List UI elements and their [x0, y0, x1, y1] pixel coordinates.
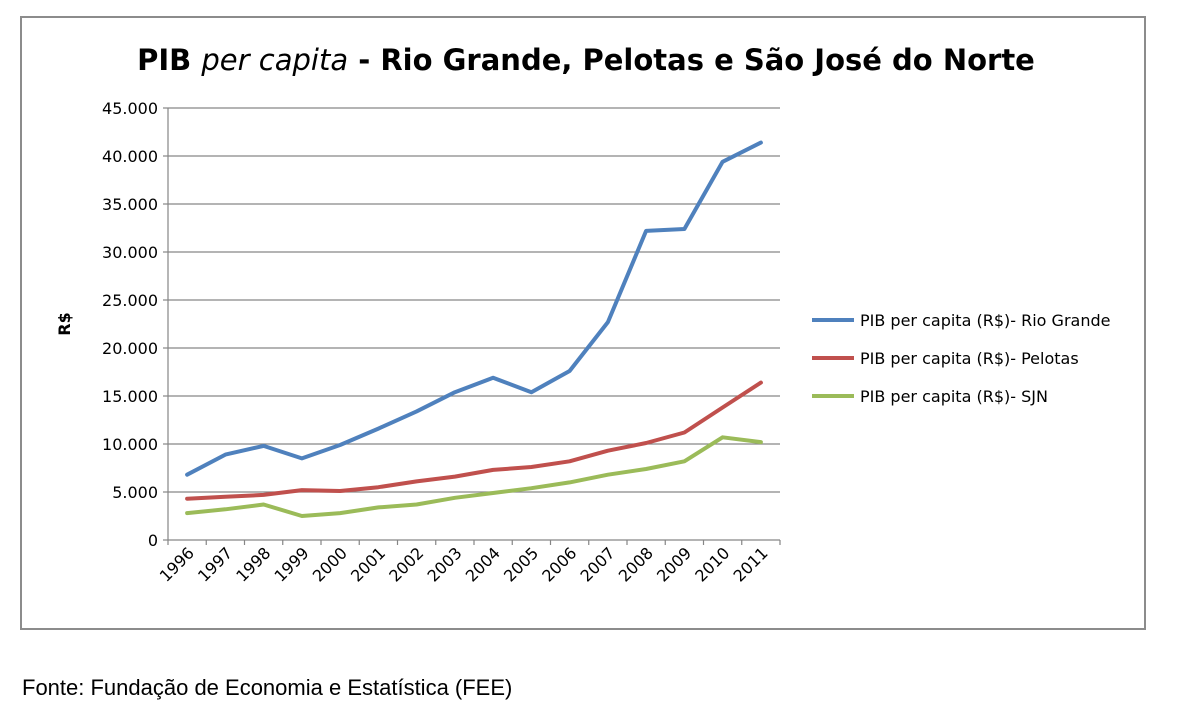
series-line-1: [185, 380, 763, 501]
y-tick-label: 10.000: [102, 435, 158, 454]
x-tick-label: 2004: [462, 543, 504, 585]
y-tick-label: 25.000: [102, 291, 158, 310]
x-tick-label: 1999: [270, 543, 312, 585]
chart-title-main: PIB: [137, 43, 201, 77]
y-tick-label: 5.000: [112, 483, 158, 502]
x-tick-label: 1997: [194, 543, 236, 585]
x-tick-label: 2005: [500, 543, 542, 585]
y-tick-label: 0: [148, 531, 158, 550]
y-tick-label: 30.000: [102, 243, 158, 262]
chart-title-italic: per capita: [200, 43, 348, 77]
x-tick-label: 2011: [729, 543, 771, 585]
x-tick-label: 2000: [309, 543, 351, 585]
x-tick-labels: 1996199719981999200020012002200320042005…: [156, 543, 772, 585]
x-tick-label: 2003: [423, 543, 465, 585]
x-tick-label: 1998: [232, 543, 274, 585]
x-tick-label: 2002: [385, 543, 427, 585]
chart-title: PIB per capita - Rio Grande, Pelotas e S…: [137, 43, 1035, 77]
grid-lines: [163, 107, 780, 541]
x-tick-label: 2006: [538, 543, 580, 585]
x-tick-label: 2008: [615, 543, 657, 585]
series-line-0: [185, 140, 763, 477]
source-note: Fonte: Fundação de Economia e Estatístic…: [22, 675, 513, 700]
legend: PIB per capita (R$)- Rio Grande PIB per c…: [812, 311, 1110, 406]
legend-label-1: PIB per capita (R$)- Pelotas: [860, 349, 1079, 368]
y-tick-labels: 0 5.000 10.000 15.000 20.000 25.000 30.000 35.0…: [102, 99, 158, 550]
y-axis-label: R$: [55, 312, 74, 335]
chart-title-rest: - Rio Grande, Pelotas e São José do Nort…: [348, 43, 1035, 77]
legend-label-2: PIB per capita (R$)- SJN: [860, 387, 1048, 406]
x-tick-label: 1996: [156, 543, 198, 585]
y-tick-label: 20.000: [102, 339, 158, 358]
y-tick-label: 45.000: [102, 99, 158, 118]
y-tick-label: 40.000: [102, 147, 158, 166]
y-tick-label: 35.000: [102, 195, 158, 214]
line-chart: PIB per capita - Rio Grande, Pelotas e S…: [55, 43, 1110, 586]
chart-frame: PIB per capita - Rio Grande, Pelotas e S…: [20, 16, 1146, 630]
series-lines: [185, 140, 763, 518]
x-tick-label: 2007: [576, 543, 618, 585]
x-tick-label: 2001: [347, 543, 389, 585]
legend-label-0: PIB per capita (R$)- Rio Grande: [860, 311, 1110, 330]
series-line-2: [185, 435, 763, 518]
x-tick-label: 2009: [653, 543, 695, 585]
y-tick-label: 15.000: [102, 387, 158, 406]
x-tick-label: 2010: [691, 543, 733, 585]
axes: [167, 108, 781, 545]
